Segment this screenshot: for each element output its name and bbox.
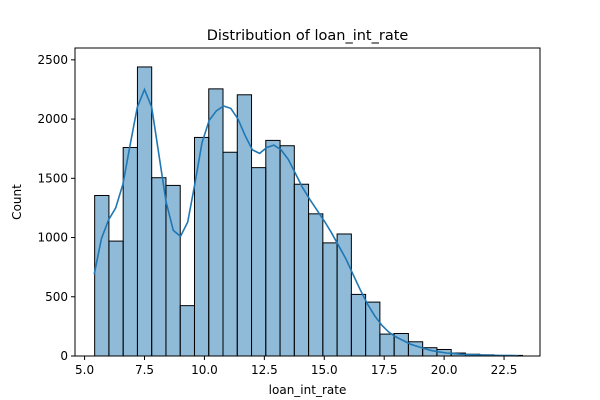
histogram-bar [279, 145, 295, 357]
histogram-bar [308, 213, 324, 357]
histogram-bar [151, 177, 167, 357]
histogram-bar [208, 88, 224, 357]
histogram-bar [365, 301, 381, 357]
y-tick-label: 1000 [37, 231, 68, 245]
y-tick-label: 0 [60, 349, 68, 363]
y-tick-label: 2000 [37, 112, 68, 126]
x-axis-label: loan_int_rate [269, 383, 347, 397]
kde-line [93, 87, 519, 357]
x-tick-label: 5.0 [75, 363, 94, 377]
chart-title: Distribution of loan_int_rate [207, 28, 409, 44]
histogram-bar [322, 242, 338, 357]
x-tick-label: 22.5 [491, 363, 518, 377]
y-tick-label: 1500 [37, 171, 68, 185]
plot-frame [74, 47, 541, 357]
kde-group [93, 87, 519, 357]
histogram-bar [350, 293, 367, 357]
x-tick-label: 20.0 [431, 363, 458, 377]
x-tick-label: 10.0 [191, 363, 218, 377]
histogram-bar [379, 333, 395, 357]
y-axis-label: Count [10, 184, 24, 220]
histogram-bar [136, 66, 153, 357]
x-tick-label: 17.5 [371, 363, 398, 377]
histogram-bar [179, 305, 195, 357]
histogram-bar [293, 183, 310, 357]
histogram-bar [108, 240, 124, 357]
x-axis: 5.0 7.5 10.0 12.5 15.0 17.5 20.0 22.5 [75, 356, 517, 377]
bars-group [94, 66, 524, 357]
histogram-bar [222, 151, 238, 357]
histogram-bar [265, 139, 281, 357]
y-axis: 0 500 1000 1500 2000 2500 [37, 53, 75, 363]
y-tick-label: 500 [45, 290, 68, 304]
x-tick-label: 12.5 [251, 363, 278, 377]
y-tick-label: 2500 [37, 53, 68, 67]
histogram-bar [251, 167, 267, 357]
histogram-bar [336, 233, 352, 357]
histogram-bar [94, 194, 110, 357]
x-tick-label: 15.0 [311, 363, 338, 377]
x-tick-label: 7.5 [135, 363, 154, 377]
histogram-bar [122, 147, 138, 357]
